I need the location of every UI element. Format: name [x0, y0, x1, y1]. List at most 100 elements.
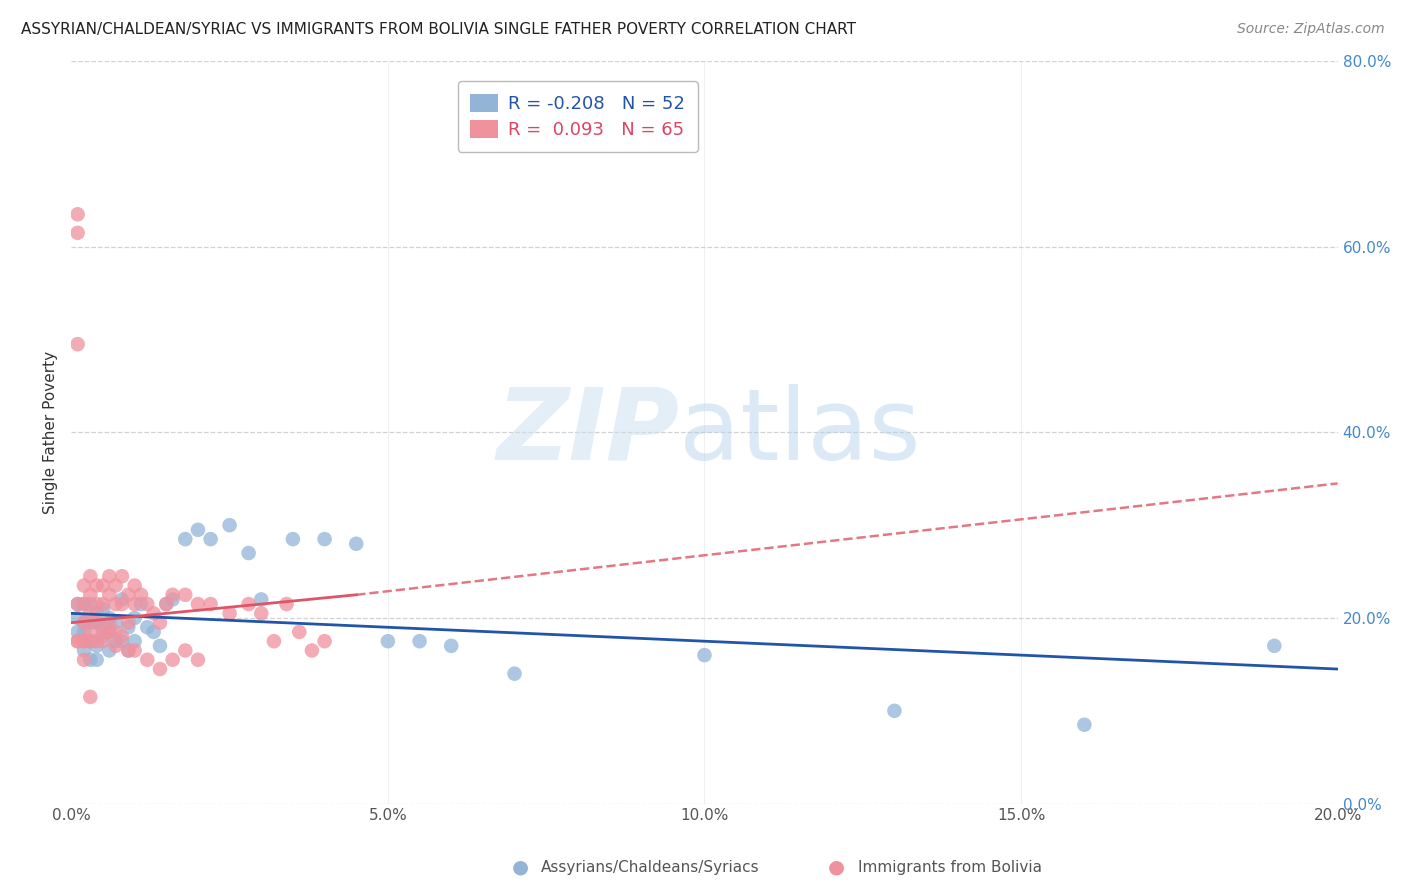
Point: [86, 615, 108, 630]
Point: [174, 532, 197, 546]
Text: ZIP: ZIP: [496, 384, 679, 481]
Point: [174, 588, 197, 602]
Point: [98, 569, 121, 583]
Point: [883, 704, 905, 718]
Point: [693, 648, 716, 662]
Point: [162, 653, 184, 667]
Point: [301, 643, 323, 657]
Point: [66, 624, 89, 639]
Point: [79, 597, 101, 611]
Point: [281, 532, 304, 546]
Point: [288, 624, 311, 639]
Point: [250, 607, 273, 621]
Point: [86, 578, 108, 592]
Point: [200, 532, 222, 546]
Point: [91, 601, 114, 615]
Point: [111, 569, 134, 583]
Point: [73, 634, 96, 648]
Point: [91, 578, 114, 592]
Point: [155, 597, 177, 611]
Point: [1263, 639, 1285, 653]
Point: [73, 615, 96, 630]
Point: [86, 597, 108, 611]
Point: [174, 643, 197, 657]
Point: [136, 653, 159, 667]
Text: ●: ●: [828, 857, 845, 877]
Point: [129, 588, 152, 602]
Point: [263, 634, 285, 648]
Point: [117, 643, 139, 657]
Point: [73, 653, 96, 667]
Point: [73, 643, 96, 657]
Point: [104, 615, 127, 630]
Point: [79, 588, 101, 602]
Point: [149, 639, 172, 653]
Text: ●: ●: [512, 857, 529, 877]
Point: [136, 597, 159, 611]
Point: [98, 643, 121, 657]
Point: [79, 634, 101, 648]
Point: [79, 690, 101, 704]
Point: [162, 592, 184, 607]
Text: atlas: atlas: [679, 384, 921, 481]
Text: ASSYRIAN/CHALDEAN/SYRIAC VS IMMIGRANTS FROM BOLIVIA SINGLE FATHER POVERTY CORREL: ASSYRIAN/CHALDEAN/SYRIAC VS IMMIGRANTS F…: [21, 22, 856, 37]
Point: [408, 634, 430, 648]
Point: [200, 597, 222, 611]
Point: [344, 537, 367, 551]
Point: [91, 630, 114, 644]
Point: [73, 615, 96, 630]
Point: [86, 653, 108, 667]
Point: [124, 597, 146, 611]
Point: [79, 653, 101, 667]
Point: [66, 611, 89, 625]
Point: [73, 597, 96, 611]
Point: [124, 578, 146, 592]
Point: [91, 620, 114, 634]
Point: [98, 588, 121, 602]
Point: [124, 611, 146, 625]
Point: [440, 639, 463, 653]
Point: [104, 634, 127, 648]
Point: [91, 634, 114, 648]
Point: [238, 546, 260, 560]
Point: [86, 607, 108, 621]
Point: [187, 523, 209, 537]
Point: [218, 607, 240, 621]
Point: [73, 624, 96, 639]
Point: [111, 592, 134, 607]
Point: [1073, 717, 1095, 731]
Point: [98, 611, 121, 625]
Point: [66, 597, 89, 611]
Point: [104, 578, 127, 592]
Point: [136, 620, 159, 634]
Point: [155, 597, 177, 611]
Point: [162, 588, 184, 602]
Point: [142, 607, 165, 621]
Point: [79, 569, 101, 583]
Point: [149, 662, 172, 676]
Point: [73, 597, 96, 611]
Point: [98, 615, 121, 630]
Point: [73, 578, 96, 592]
Point: [187, 597, 209, 611]
Point: [91, 624, 114, 639]
Point: [238, 597, 260, 611]
Point: [104, 597, 127, 611]
Point: [377, 634, 399, 648]
Point: [129, 597, 152, 611]
Point: [124, 634, 146, 648]
Point: [111, 634, 134, 648]
Point: [66, 634, 89, 648]
Point: [79, 607, 101, 621]
Point: [314, 532, 336, 546]
Point: [104, 624, 127, 639]
Point: [79, 624, 101, 639]
Point: [187, 653, 209, 667]
Point: [276, 597, 298, 611]
Point: [117, 620, 139, 634]
Point: [91, 597, 114, 611]
Point: [117, 588, 139, 602]
Point: [124, 643, 146, 657]
Point: [111, 597, 134, 611]
Point: [314, 634, 336, 648]
